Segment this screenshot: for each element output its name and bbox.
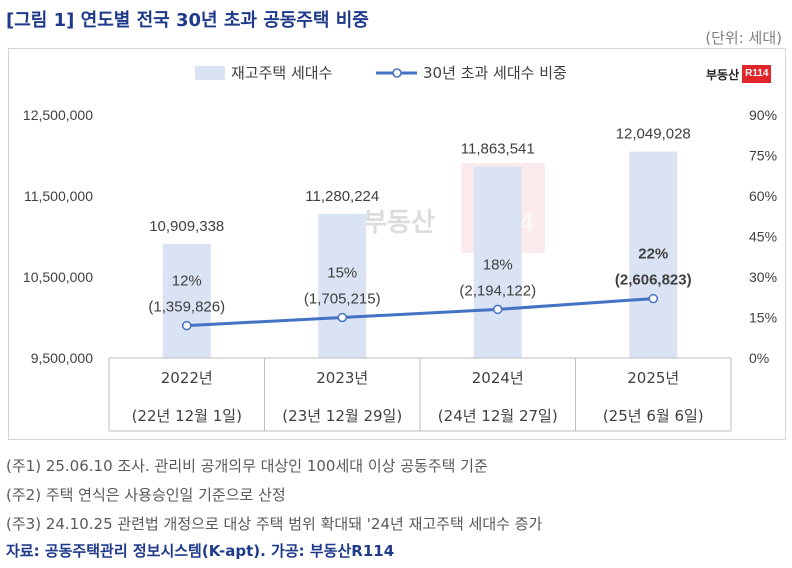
source-line: 자료: 공동주택관리 정보시스템(K-apt). 가공: 부동산R114	[6, 542, 395, 560]
bar-3	[473, 166, 522, 358]
legend-marker	[392, 68, 402, 78]
x-sub-label-4: (25년 6월 6일)	[603, 407, 704, 425]
line-count-label-3: (2,194,122)	[459, 282, 536, 299]
footnote-1: (주1) 25.06.10 조사. 관리비 공개의무 대상인 100세대 이상 …	[6, 457, 488, 475]
x-tick-label-1: 2022년	[161, 369, 213, 387]
footnote-3: (주3) 24.10.25 관련법 개정으로 대상 주택 범위 확대돼 '24년…	[6, 515, 543, 533]
x-sub-label-3: (24년 12월 27일)	[438, 407, 558, 425]
line-count-label-4: (2,606,823)	[615, 272, 692, 289]
legend-swatch-bar	[195, 66, 225, 80]
bar-value-label-2: 11,280,224	[305, 188, 379, 205]
x-sub-label-2: (23년 12월 29일)	[282, 407, 402, 425]
line-count-label-1: (1,359,826)	[148, 299, 225, 316]
logo-badge: R114	[742, 65, 772, 83]
x-tick-label-2: 2023년	[316, 369, 368, 387]
unit-label: (단위: 세대)	[705, 29, 782, 47]
right-axis-tick-2: 15%	[749, 310, 777, 326]
left-axis-tick-2: 10,500,000	[23, 269, 93, 285]
right-axis-tick-7: 90%	[749, 107, 777, 123]
bar-2	[318, 213, 367, 358]
line-series	[186, 297, 654, 328]
left-axis-tick-1: 9,500,000	[31, 350, 93, 366]
bar-value-label-1: 10,909,338	[149, 218, 224, 235]
figure-title: [그림 1] 연도별 전국 30년 초과 공동주택 비중	[6, 10, 369, 31]
legend-label-line: 30년 초과 세대수 비중	[423, 64, 567, 82]
left-axis-tick-4: 12,500,000	[23, 107, 93, 123]
right-axis-tick-4: 45%	[749, 229, 777, 245]
x-sub-label-1: (22년 12월 1일)	[132, 407, 242, 425]
bar-1	[162, 243, 211, 358]
bar-value-label-4: 12,049,028	[616, 126, 691, 143]
line-point-2	[337, 312, 347, 323]
left-axis-tick-3: 11,500,000	[24, 188, 93, 204]
x-tick-label-4: 2025년	[627, 369, 679, 387]
line-point-4	[648, 293, 658, 304]
legend-label-bar: 재고주택 세대수	[231, 64, 332, 82]
watermark-text: 부동산	[363, 207, 435, 237]
line-point-3	[493, 304, 503, 315]
line-pct-label-3: 18%	[483, 256, 513, 273]
line-point-1	[182, 320, 192, 331]
line-pct-label-2: 15%	[327, 265, 357, 282]
footnotes: (주1) 25.06.10 조사. 관리비 공개의무 대상인 100세대 이상 …	[6, 452, 542, 539]
right-axis-tick-5: 60%	[749, 188, 777, 204]
right-axis-tick-1: 0%	[749, 350, 769, 366]
line-count-label-2: (1,705,215)	[304, 291, 381, 308]
x-tick-label-3: 2024년	[472, 369, 524, 387]
brand-logo: 부동산 R114	[706, 64, 772, 84]
line-pct-label-1: 12%	[172, 273, 202, 290]
line-pct-label-4: 22%	[638, 246, 668, 263]
footnote-2: (주2) 주택 연식은 사용승인일 기준으로 산정	[6, 486, 286, 504]
bar-4	[629, 151, 678, 358]
right-axis-tick-6: 75%	[749, 148, 777, 164]
right-axis-tick-3: 30%	[749, 269, 777, 285]
bar-value-label-3: 11,863,541	[461, 141, 535, 158]
logo-text: 부동산	[706, 67, 740, 82]
